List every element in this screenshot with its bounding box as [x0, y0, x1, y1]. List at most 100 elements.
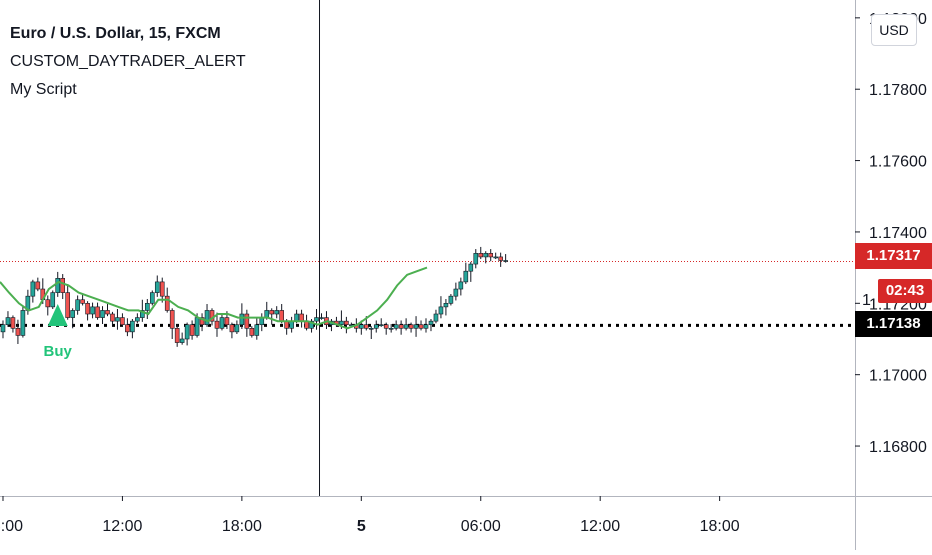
candle [344, 316, 349, 334]
candle-body [314, 317, 319, 322]
candle-body [30, 281, 36, 297]
candle-body [383, 324, 389, 329]
candle-body [115, 317, 120, 322]
chart-legend: Euro / U.S. Dollar, 15, FXCM CUSTOM_DAYT… [10, 20, 246, 104]
candle-body [154, 281, 160, 293]
candle [388, 324, 394, 333]
y-tick-label: 1.17400 [869, 225, 927, 242]
candle [274, 306, 280, 319]
candle-body [169, 310, 175, 329]
candle-body [60, 278, 66, 293]
candle [75, 295, 80, 315]
candle-body [443, 303, 449, 308]
indicator-name[interactable]: CUSTOM_DAYTRADER_ALERT [10, 53, 246, 70]
y-tick-label: 1.16800 [869, 439, 927, 456]
candle [309, 319, 314, 333]
candle-body [229, 324, 235, 333]
y-tick-label: 1.17800 [869, 82, 927, 99]
candle-body [159, 281, 165, 297]
candle [393, 320, 399, 331]
candle [324, 311, 329, 330]
candle [473, 249, 479, 269]
candle-body [135, 317, 140, 322]
candle [259, 313, 265, 332]
candle-body [100, 310, 105, 318]
candle [483, 251, 489, 264]
candle-body [125, 324, 130, 333]
candle [174, 324, 180, 347]
candle-body [503, 260, 508, 262]
candle-body [393, 324, 399, 329]
candle-body [483, 253, 489, 258]
candle-body [478, 253, 484, 258]
candle-body [413, 324, 419, 329]
candle [219, 313, 225, 331]
candle-body [344, 320, 349, 326]
x-tick-label: 06:00 [461, 518, 501, 535]
candle [403, 318, 409, 331]
candle [5, 311, 11, 327]
candle [418, 320, 424, 331]
candle [383, 322, 389, 335]
candle [398, 320, 404, 335]
candle [468, 261, 474, 282]
candle-body [418, 324, 424, 329]
candle-body [448, 295, 454, 304]
candle-body [224, 317, 230, 326]
candle-body [140, 310, 145, 318]
candle-body [378, 324, 384, 327]
candle [179, 332, 185, 345]
candle-body [259, 317, 265, 326]
candle [55, 271, 61, 297]
candle-body [45, 299, 51, 308]
candle-body [234, 324, 240, 333]
candle-body [5, 317, 11, 326]
candle [20, 306, 26, 338]
candle-body [254, 324, 260, 336]
candle [239, 303, 245, 330]
candle-body [219, 317, 225, 329]
indicator-line [0, 266, 428, 330]
candle-body [35, 281, 41, 290]
candle [30, 279, 36, 303]
candle-body [309, 320, 314, 329]
candle-body [299, 313, 304, 322]
candle [428, 319, 434, 332]
candle-body [199, 317, 205, 326]
candle-body [403, 324, 409, 329]
candle [100, 306, 105, 325]
candle [145, 299, 150, 320]
candle-body [214, 320, 220, 329]
candle [314, 309, 319, 330]
candle [289, 316, 294, 333]
candle [169, 308, 175, 339]
candle [463, 262, 469, 285]
candle-body [264, 310, 270, 318]
candle [453, 282, 459, 301]
horizontal-line-price-tag: 1.17138 [855, 311, 932, 337]
candle [154, 275, 160, 297]
candle [373, 320, 379, 333]
candle [269, 308, 275, 325]
candle-body [339, 320, 344, 326]
candle-body [294, 313, 299, 322]
candle [443, 299, 449, 316]
candle [135, 313, 140, 324]
candle-body [428, 320, 434, 326]
candle [70, 308, 75, 329]
candle [214, 312, 220, 337]
candle-body [468, 263, 474, 272]
candle [189, 320, 195, 340]
candle-body [244, 313, 250, 329]
candle [125, 318, 130, 337]
indicator-name[interactable]: My Script [10, 81, 77, 98]
candle-body [498, 256, 503, 261]
currency-button[interactable]: USD [871, 14, 917, 46]
candle [0, 320, 6, 339]
candle [503, 254, 508, 263]
candle-body [289, 320, 294, 329]
y-tick-label: 1.17000 [869, 368, 927, 385]
candle [413, 316, 419, 337]
